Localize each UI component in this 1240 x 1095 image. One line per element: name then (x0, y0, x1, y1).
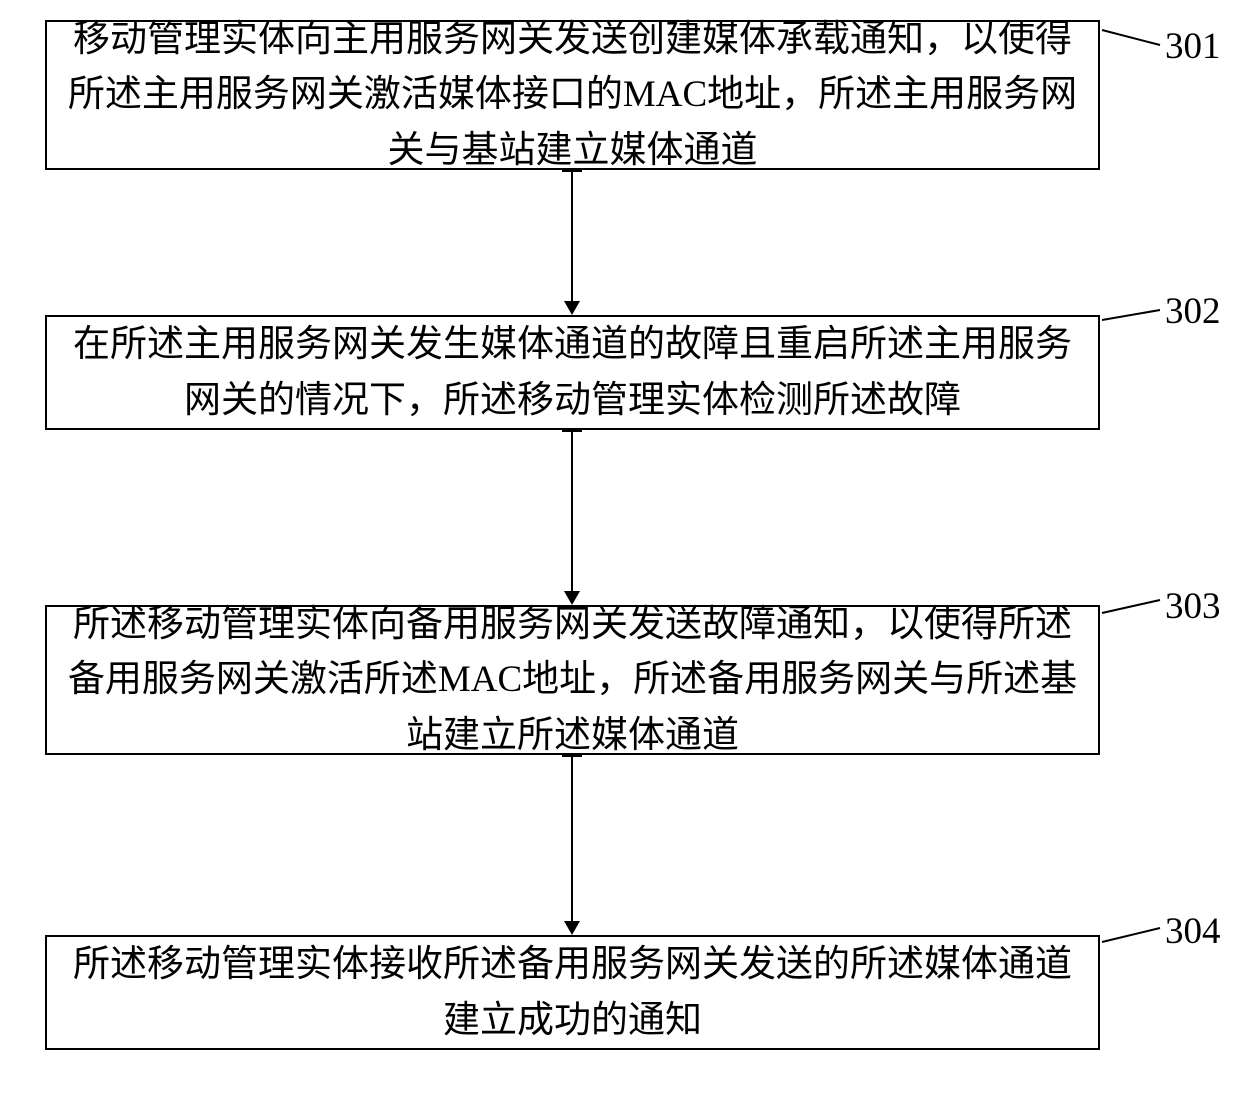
step-label-303: 303 (1165, 585, 1221, 628)
connector-line (571, 430, 573, 591)
step-text: 在所述主用服务网关发生媒体通道的故障且重启所述主用服务网关的情况下，所述移动管理… (67, 317, 1078, 428)
arrowhead-icon (564, 301, 580, 315)
step-label-301: 301 (1165, 25, 1221, 68)
step-text: 移动管理实体向主用服务网关发送创建媒体承载通知，以使得所述主用服务网关激活媒体接… (67, 12, 1078, 179)
step-text: 所述移动管理实体向备用服务网关发送故障通知，以使得所述备用服务网关激活所述MAC… (67, 597, 1078, 764)
step-box-304: 所述移动管理实体接收所述备用服务网关发送的所述媒体通道建立成功的通知 (45, 935, 1100, 1050)
connector-line (571, 755, 573, 921)
step-box-301: 移动管理实体向主用服务网关发送创建媒体承载通知，以使得所述主用服务网关激活媒体接… (45, 20, 1100, 170)
leader-line-303 (1100, 588, 1165, 618)
flowchart-container: 移动管理实体向主用服务网关发送创建媒体承载通知，以使得所述主用服务网关激活媒体接… (0, 0, 1240, 1095)
step-label-304: 304 (1165, 910, 1221, 953)
step-text: 所述移动管理实体接收所述备用服务网关发送的所述媒体通道建立成功的通知 (67, 937, 1078, 1048)
connector-line (571, 170, 573, 301)
arrowhead-icon (564, 921, 580, 935)
step-box-303: 所述移动管理实体向备用服务网关发送故障通知，以使得所述备用服务网关激活所述MAC… (45, 605, 1100, 755)
leader-line-302 (1100, 295, 1165, 325)
leader-line-304 (1100, 912, 1165, 946)
step-label-302: 302 (1165, 290, 1221, 333)
step-box-302: 在所述主用服务网关发生媒体通道的故障且重启所述主用服务网关的情况下，所述移动管理… (45, 315, 1100, 430)
leader-line-301 (1100, 25, 1165, 55)
